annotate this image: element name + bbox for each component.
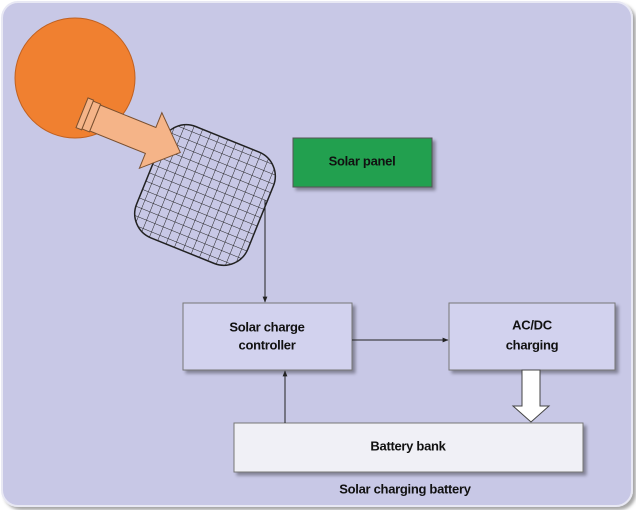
page: Solar panel Solar charge controller AC/D…: [0, 0, 636, 510]
acdc-label: AC/DC: [512, 317, 553, 332]
controller-label: Solar charge: [229, 319, 304, 334]
caption: Solar charging battery: [339, 481, 471, 496]
acdc-label: charging: [506, 337, 559, 352]
battery-label: Battery bank: [370, 438, 446, 453]
solar-panel-label: Solar panel: [329, 153, 396, 168]
controller-label: controller: [239, 337, 296, 352]
diagram: Solar panel Solar charge controller AC/D…: [0, 0, 636, 510]
